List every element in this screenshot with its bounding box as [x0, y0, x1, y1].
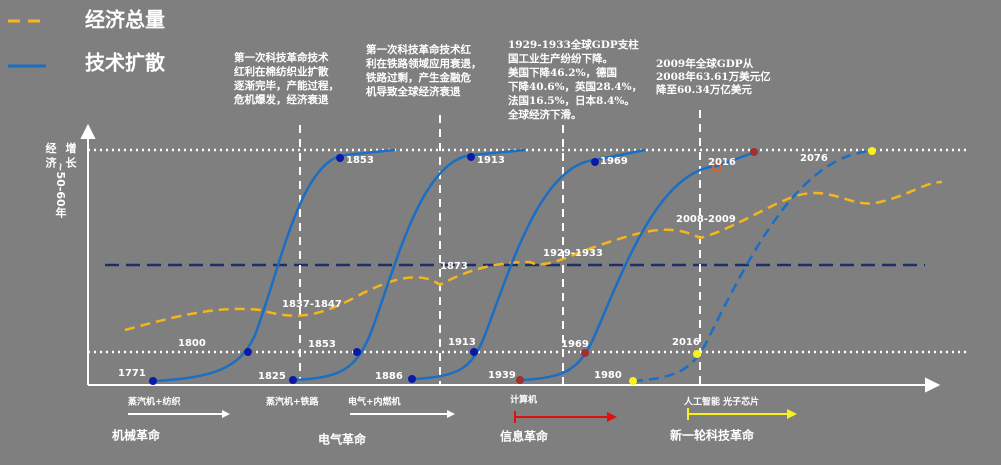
- annotation: 危机爆发，经济衰退: [233, 93, 329, 106]
- annotation: 利在铁路领域应用衰退，: [366, 57, 482, 70]
- annotation: 2008年63.61万美元亿: [656, 70, 771, 83]
- annotation: 国工业生产纷纷下降。: [508, 52, 613, 65]
- annotation: 降至60.34万亿美元: [656, 83, 752, 96]
- annotation: 机导致全球经济衰退: [366, 85, 461, 98]
- point-label: 1853: [308, 339, 336, 350]
- point-label: 1969: [561, 339, 589, 350]
- technology: 人工智能 光子芯片: [683, 396, 759, 408]
- annotation: 第一次科技革命技术: [234, 51, 329, 64]
- annotation: 第一次科技革命技术红: [366, 43, 471, 56]
- annotation: 全球经济下滑。: [507, 108, 582, 121]
- point-label: 1800: [178, 338, 206, 349]
- annotation: 铁路过剩，产生金融危: [366, 71, 471, 84]
- crisis-label: 2008-2009: [676, 214, 736, 225]
- technology: 电气+内燃机: [348, 396, 401, 408]
- curve-label: 2076: [800, 153, 828, 164]
- crisis-label: 1873: [440, 261, 468, 272]
- technology: 蒸汽机+铁路: [266, 396, 320, 408]
- revolution: 机械革命: [112, 428, 161, 443]
- annotation: 2009年全球GDP从: [656, 57, 754, 70]
- revolution: 信息革命: [500, 429, 549, 444]
- dotted-guides: [88, 148, 968, 354]
- y-axis-label: 经 济: [44, 141, 57, 169]
- axes: [80, 123, 941, 393]
- technology: 蒸汽机+纺织: [128, 396, 181, 408]
- annotation: 红利在棉纺织业扩散: [234, 65, 329, 78]
- annotation: 法国16.5%，日本8.4%。: [508, 94, 635, 107]
- point-label: 1913: [448, 337, 476, 348]
- annotation: 下降40.6%，英国28.4%，: [508, 80, 642, 93]
- legend-label: 经济总量: [85, 8, 165, 32]
- dots: [149, 147, 876, 385]
- curve-label: 2016: [708, 157, 736, 168]
- curve-label: 1913: [477, 155, 505, 166]
- crisis-label: 1929-1933: [543, 248, 603, 259]
- annotation: 1929-1933全球GDP支柱: [508, 38, 639, 51]
- point-label: 1980: [594, 370, 622, 381]
- arrows: [128, 408, 797, 423]
- point-label: 1939: [488, 370, 516, 381]
- curve-label: 1969: [600, 156, 628, 167]
- y-axis-label: ~50-60年: [54, 162, 67, 218]
- curve-label: 1853: [346, 155, 374, 166]
- point-label: 1886: [375, 371, 403, 382]
- crisis-lines: [299, 110, 701, 385]
- y-axis-label: 增 长: [64, 141, 77, 169]
- annotation: 美国下降46.2%，德国: [508, 66, 617, 79]
- technology: 计算机: [510, 394, 537, 406]
- point-label: 1825: [258, 371, 286, 382]
- economy-curve: [124, 180, 943, 332]
- crisis-label: 1837-1847: [282, 299, 342, 310]
- annotation: 逐渐完毕，产能过程，: [234, 79, 339, 92]
- point-label: 2016: [672, 337, 700, 348]
- point-label: 1771: [118, 368, 146, 379]
- tech-curves: [152, 148, 873, 383]
- revolution: 新一轮科技革命: [670, 428, 755, 443]
- legend-label: 技术扩散: [85, 51, 166, 75]
- revolution: 电气革命: [318, 432, 367, 447]
